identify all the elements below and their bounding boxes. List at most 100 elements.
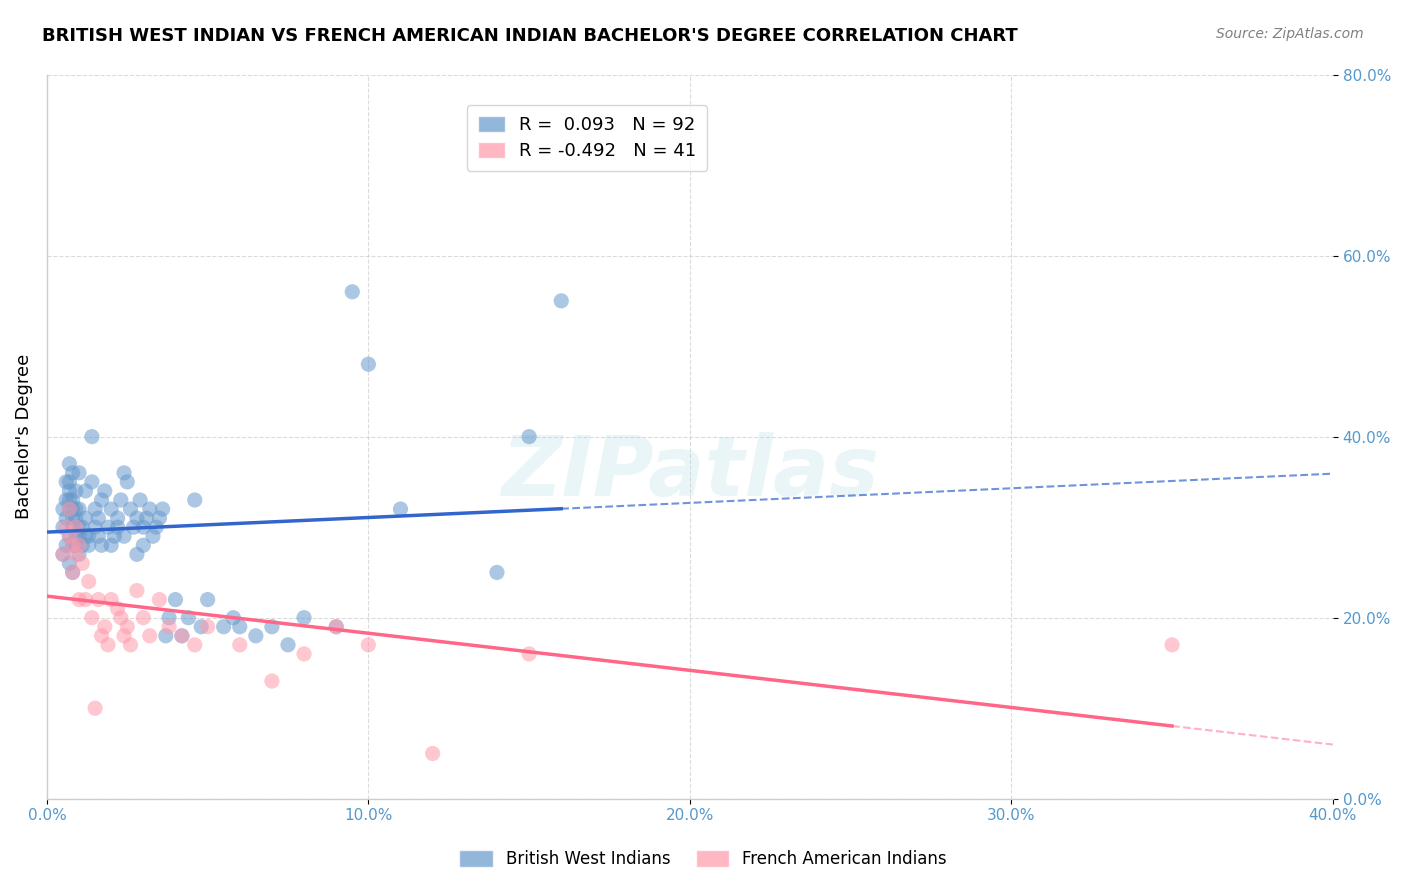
British West Indians bbox=[65, 538, 87, 552]
British West Indians bbox=[129, 493, 152, 508]
French American Indians bbox=[97, 638, 120, 652]
British West Indians bbox=[148, 511, 170, 525]
British West Indians bbox=[135, 511, 157, 525]
British West Indians bbox=[342, 285, 364, 299]
British West Indians bbox=[52, 547, 75, 561]
British West Indians bbox=[65, 511, 87, 525]
British West Indians bbox=[152, 502, 174, 516]
British West Indians bbox=[75, 483, 97, 498]
British West Indians bbox=[67, 520, 90, 534]
British West Indians bbox=[100, 502, 122, 516]
French American Indians bbox=[100, 592, 122, 607]
French American Indians bbox=[170, 629, 193, 643]
British West Indians bbox=[62, 511, 84, 525]
French American Indians bbox=[292, 647, 315, 661]
British West Indians bbox=[52, 502, 75, 516]
British West Indians bbox=[117, 475, 139, 489]
French American Indians bbox=[125, 583, 148, 598]
French American Indians bbox=[517, 647, 540, 661]
British West Indians bbox=[65, 529, 87, 543]
British West Indians bbox=[84, 502, 107, 516]
British West Indians bbox=[62, 520, 84, 534]
French American Indians bbox=[65, 520, 87, 534]
French American Indians bbox=[229, 638, 252, 652]
British West Indians bbox=[112, 466, 135, 480]
French American Indians bbox=[70, 557, 93, 571]
Text: BRITISH WEST INDIAN VS FRENCH AMERICAN INDIAN BACHELOR'S DEGREE CORRELATION CHAR: BRITISH WEST INDIAN VS FRENCH AMERICAN I… bbox=[42, 27, 1018, 45]
British West Indians bbox=[110, 493, 132, 508]
French American Indians bbox=[157, 620, 180, 634]
British West Indians bbox=[155, 629, 177, 643]
British West Indians bbox=[58, 475, 80, 489]
Text: ZIPatlas: ZIPatlas bbox=[501, 433, 879, 514]
Legend: British West Indians, French American Indians: British West Indians, French American In… bbox=[453, 843, 953, 875]
French American Indians bbox=[325, 620, 347, 634]
British West Indians bbox=[120, 502, 142, 516]
British West Indians bbox=[517, 430, 540, 444]
British West Indians bbox=[157, 610, 180, 624]
French American Indians bbox=[52, 547, 75, 561]
British West Indians bbox=[62, 466, 84, 480]
French American Indians bbox=[357, 638, 380, 652]
British West Indians bbox=[112, 529, 135, 543]
British West Indians bbox=[90, 493, 112, 508]
British West Indians bbox=[80, 430, 103, 444]
British West Indians bbox=[67, 466, 90, 480]
British West Indians bbox=[58, 457, 80, 471]
British West Indians bbox=[212, 620, 235, 634]
British West Indians bbox=[170, 629, 193, 643]
British West Indians bbox=[65, 483, 87, 498]
British West Indians bbox=[260, 620, 283, 634]
British West Indians bbox=[197, 592, 219, 607]
British West Indians bbox=[97, 520, 120, 534]
British West Indians bbox=[52, 520, 75, 534]
British West Indians bbox=[292, 610, 315, 624]
British West Indians bbox=[145, 520, 167, 534]
British West Indians bbox=[100, 538, 122, 552]
British West Indians bbox=[325, 620, 347, 634]
British West Indians bbox=[67, 547, 90, 561]
British West Indians bbox=[94, 483, 117, 498]
British West Indians bbox=[77, 529, 100, 543]
British West Indians bbox=[132, 538, 155, 552]
British West Indians bbox=[58, 557, 80, 571]
French American Indians bbox=[94, 620, 117, 634]
Legend: R =  0.093   N = 92, R = -0.492   N = 41: R = 0.093 N = 92, R = -0.492 N = 41 bbox=[467, 105, 707, 170]
British West Indians bbox=[190, 620, 212, 634]
British West Indians bbox=[62, 493, 84, 508]
French American Indians bbox=[107, 601, 129, 615]
Text: Source: ZipAtlas.com: Source: ZipAtlas.com bbox=[1216, 27, 1364, 41]
British West Indians bbox=[84, 520, 107, 534]
British West Indians bbox=[87, 511, 110, 525]
French American Indians bbox=[260, 674, 283, 689]
French American Indians bbox=[197, 620, 219, 634]
British West Indians bbox=[125, 547, 148, 561]
British West Indians bbox=[77, 538, 100, 552]
British West Indians bbox=[87, 529, 110, 543]
British West Indians bbox=[55, 538, 77, 552]
French American Indians bbox=[58, 529, 80, 543]
British West Indians bbox=[55, 493, 77, 508]
British West Indians bbox=[80, 475, 103, 489]
British West Indians bbox=[67, 529, 90, 543]
French American Indians bbox=[62, 566, 84, 580]
British West Indians bbox=[222, 610, 245, 624]
British West Indians bbox=[58, 483, 80, 498]
British West Indians bbox=[177, 610, 200, 624]
French American Indians bbox=[84, 701, 107, 715]
French American Indians bbox=[55, 520, 77, 534]
French American Indians bbox=[112, 629, 135, 643]
French American Indians bbox=[184, 638, 207, 652]
British West Indians bbox=[62, 538, 84, 552]
British West Indians bbox=[58, 493, 80, 508]
British West Indians bbox=[103, 529, 125, 543]
British West Indians bbox=[70, 520, 93, 534]
French American Indians bbox=[67, 538, 90, 552]
French American Indians bbox=[62, 538, 84, 552]
French American Indians bbox=[139, 629, 162, 643]
British West Indians bbox=[75, 511, 97, 525]
French American Indians bbox=[77, 574, 100, 589]
British West Indians bbox=[107, 511, 129, 525]
French American Indians bbox=[67, 592, 90, 607]
British West Indians bbox=[485, 566, 508, 580]
